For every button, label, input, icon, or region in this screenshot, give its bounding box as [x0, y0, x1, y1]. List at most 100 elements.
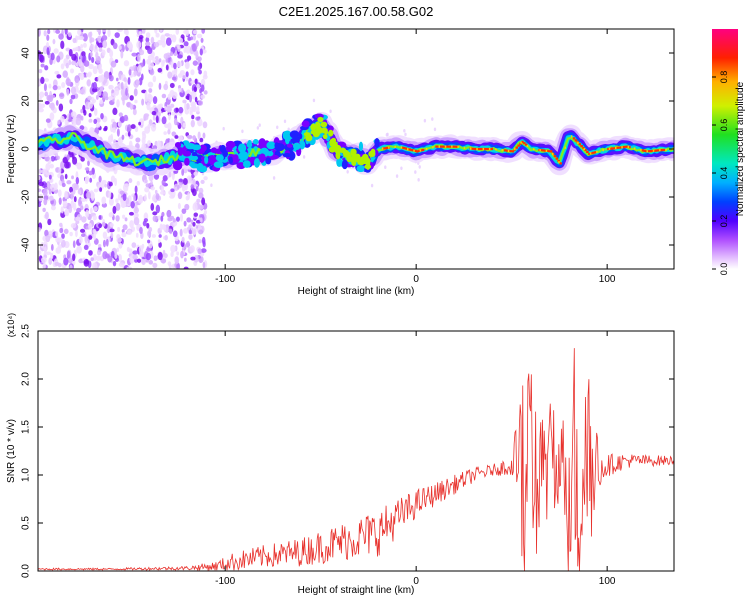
noise-speckle: [43, 30, 47, 37]
noise-speckle: [151, 234, 156, 238]
noise-speckle: [72, 37, 77, 44]
ridge-blob: [177, 146, 184, 156]
noise-speckle: [186, 175, 192, 184]
noise-speckle: [45, 118, 51, 123]
noise-speckle: [79, 88, 85, 95]
noise-speckle: [159, 29, 163, 32]
noise-speckle: [176, 251, 180, 256]
ridge-blob: [174, 142, 182, 148]
noise-speckle: [183, 257, 187, 262]
noise-speckle: [93, 107, 98, 116]
noise-speckle: [160, 258, 167, 264]
noise-speckle: [170, 188, 175, 193]
noise-speckle: [203, 70, 208, 78]
noise-speckle: [192, 29, 198, 35]
noise-speckle: [38, 175, 41, 181]
noise-speckle: [287, 127, 290, 132]
noise-speckle: [178, 106, 184, 114]
noise-speckle: [152, 114, 156, 121]
noise-speckle: [329, 109, 332, 114]
noise-speckle: [44, 91, 48, 97]
noise-speckle: [98, 175, 102, 183]
noise-speckle: [423, 118, 427, 123]
noise-speckle: [108, 197, 114, 206]
noise-speckle: [84, 167, 90, 171]
ridge-blob: [365, 162, 371, 170]
noise-speckle: [72, 240, 76, 248]
noise-speckle: [89, 177, 93, 183]
noise-speckle: [66, 250, 71, 259]
noise-speckle: [199, 137, 204, 143]
noise-speckle: [163, 224, 167, 232]
noise-speckle: [188, 77, 193, 87]
noise-speckle: [177, 202, 181, 210]
noise-speckle: [88, 170, 93, 176]
ridge-blob: [303, 132, 311, 137]
noise-speckle: [169, 194, 175, 199]
noise-speckle: [76, 207, 82, 213]
ridge-blob: [346, 156, 352, 163]
noise-speckle: [115, 77, 119, 82]
noise-speckle: [104, 125, 108, 131]
noise-speckle: [193, 212, 199, 217]
noise-speckle: [46, 182, 50, 189]
ridge-blob: [258, 153, 266, 162]
noise-speckle: [189, 245, 195, 253]
noise-speckle: [145, 36, 150, 43]
noise-speckle: [44, 229, 49, 237]
noise-speckle: [132, 108, 137, 116]
ridge-blob: [242, 160, 251, 168]
noise-speckle: [172, 218, 176, 223]
noise-speckle: [193, 86, 198, 93]
noise-speckle: [38, 29, 41, 37]
noise-speckle: [117, 122, 122, 128]
noise-speckle: [141, 143, 146, 150]
ridge-blob: [253, 157, 260, 168]
noise-speckle: [80, 205, 84, 211]
noise-speckle: [164, 33, 170, 37]
noise-speckle: [182, 122, 186, 128]
noise-speckle: [98, 243, 102, 248]
noise-speckle: [53, 48, 59, 54]
noise-speckle: [84, 234, 88, 244]
snr-x-tick-label: -100: [215, 576, 235, 587]
noise-speckle: [107, 135, 114, 143]
noise-speckle: [60, 161, 65, 170]
noise-speckle: [395, 174, 399, 178]
noise-speckle: [178, 73, 183, 78]
noise-speckle: [167, 93, 171, 100]
noise-speckle: [183, 45, 187, 54]
noise-speckle: [147, 239, 151, 244]
noise-speckle: [93, 118, 98, 124]
spectrogram-x-tick-label: 0: [413, 274, 419, 285]
noise-speckle: [122, 214, 126, 219]
noise-speckle: [70, 191, 74, 200]
snr-y-tick-label: 2.0: [21, 372, 32, 386]
noise-speckle: [43, 83, 47, 92]
ridge-blob: [204, 155, 209, 164]
noise-speckle: [131, 242, 137, 248]
noise-speckle: [89, 36, 93, 44]
snr-y-tick-label: 1.0: [21, 468, 32, 482]
noise-speckle: [38, 194, 44, 202]
noise-speckle: [134, 203, 138, 212]
noise-speckle: [154, 189, 158, 195]
noise-speckle: [195, 40, 199, 47]
noise-speckle: [131, 52, 138, 57]
noise-speckle: [145, 32, 151, 38]
noise-speckle: [62, 156, 69, 164]
ridge-blob: [191, 151, 198, 157]
noise-speckle: [186, 217, 192, 223]
noise-speckle: [129, 220, 134, 229]
noise-speckle: [199, 217, 203, 223]
noise-speckle: [152, 211, 158, 216]
noise-speckle: [55, 100, 59, 106]
noise-speckle: [112, 127, 117, 133]
noise-speckle: [88, 112, 92, 118]
noise-speckle: [42, 207, 46, 213]
noise-speckle: [185, 61, 190, 69]
colorbar: 0.0 0.2 0.4 0.6 0.8 Normalized spectral ampl…: [712, 29, 746, 275]
noise-speckle: [190, 119, 195, 128]
noise-speckle: [57, 119, 61, 125]
noise-speckle: [83, 259, 90, 267]
